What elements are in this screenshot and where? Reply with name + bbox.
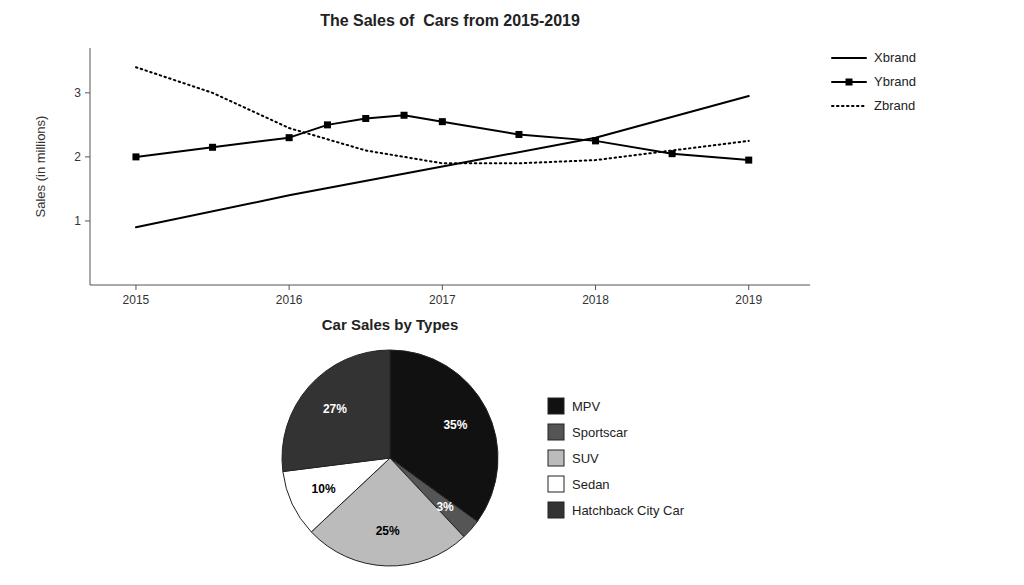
y-tick-label: 1 (74, 214, 81, 228)
x-tick-label: 2016 (276, 293, 303, 307)
legend-label: MPV (572, 399, 601, 414)
legend: MPV Sportscar SUV Sedan Hatchback City Car (548, 398, 685, 518)
chart-title: Car Sales by Types (322, 316, 458, 333)
plot-area (132, 67, 752, 227)
legend-label: Hatchback City Car (572, 503, 685, 518)
x-axis-line (90, 285, 810, 286)
x-tick (595, 285, 596, 290)
legend-swatch (548, 424, 564, 440)
data-label: 3% (436, 500, 454, 514)
pie-chart: Car Sales by Types 35% 3% 25% 10% 27% MPV Sport… (282, 316, 685, 566)
data-label: 10% (312, 482, 336, 496)
series-marker (132, 153, 139, 160)
series-marker (592, 137, 599, 144)
chart-title: The Sales of Cars from 2015-2019 (320, 12, 580, 29)
data-label: 35% (443, 418, 467, 432)
legend-marker (846, 79, 853, 86)
y-tick (85, 156, 90, 157)
pie-slice (282, 350, 390, 472)
series-marker (745, 157, 752, 164)
figure: The Sales of Cars from 2015-2019 Sales (i… (0, 0, 1024, 585)
series-line (136, 67, 749, 163)
legend-swatch (548, 476, 564, 492)
series-marker (324, 121, 331, 128)
series-marker (362, 115, 369, 122)
y-tick-label: 3 (74, 86, 81, 100)
x-tick-label: 2018 (582, 293, 609, 307)
legend-swatch (548, 502, 564, 518)
y-tick-label: 2 (74, 150, 81, 164)
legend-label: Zbrand (874, 98, 915, 113)
legend-label: Xbrand (874, 50, 916, 65)
line-chart: The Sales of Cars from 2015-2019 Sales (i… (33, 12, 916, 307)
x-tick (442, 285, 443, 290)
series-marker (209, 144, 216, 151)
x-tick-label: 2015 (123, 293, 150, 307)
legend-label: Sedan (572, 477, 610, 492)
legend-label: SUV (572, 451, 599, 466)
y-tick (85, 220, 90, 221)
legend-swatch (832, 105, 866, 107)
series-line (136, 115, 749, 160)
x-tick-label: 2017 (429, 293, 456, 307)
x-tick-label: 2019 (735, 293, 762, 307)
series-marker (286, 134, 293, 141)
series-marker (401, 112, 408, 119)
legend-label: Sportscar (572, 425, 628, 440)
data-label: 27% (323, 402, 347, 416)
x-tick (748, 285, 749, 290)
legend-swatch (548, 450, 564, 466)
data-label: 25% (376, 524, 400, 538)
x-tick (289, 285, 290, 290)
legend: Xbrand Ybrand Zbrand (832, 50, 916, 113)
y-axis-label: Sales (in millions) (33, 116, 48, 218)
legend-swatch (548, 398, 564, 414)
legend-label: Ybrand (874, 74, 916, 89)
legend-swatch (832, 57, 866, 59)
series-marker (439, 118, 446, 125)
y-tick (85, 92, 90, 93)
y-axis-line (90, 48, 91, 285)
series-line (136, 96, 749, 227)
series-marker (515, 131, 522, 138)
x-tick (135, 285, 136, 290)
